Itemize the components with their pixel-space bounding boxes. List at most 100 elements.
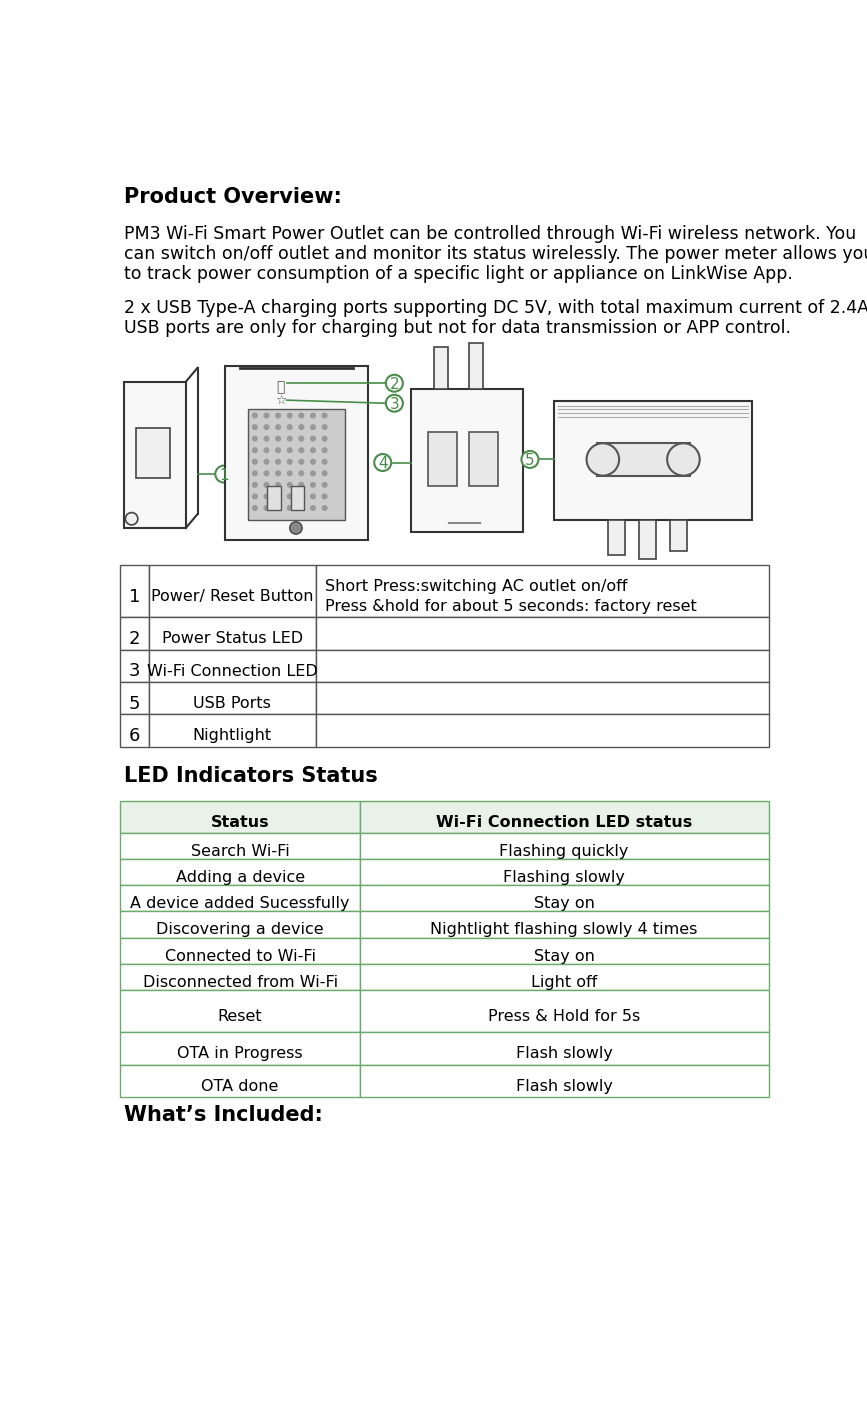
- Text: Disconnected from Wi-Fi: Disconnected from Wi-Fi: [142, 974, 337, 990]
- Circle shape: [264, 506, 269, 510]
- Circle shape: [215, 466, 232, 483]
- Text: 2: 2: [129, 630, 140, 649]
- Bar: [469, 432, 499, 486]
- Bar: [267, 486, 281, 510]
- Circle shape: [310, 425, 316, 429]
- Circle shape: [323, 472, 327, 476]
- Circle shape: [276, 425, 280, 429]
- Circle shape: [252, 459, 257, 464]
- Circle shape: [264, 447, 269, 453]
- Text: 2: 2: [389, 377, 399, 392]
- Text: Flashing quickly: Flashing quickly: [499, 844, 629, 860]
- Circle shape: [276, 459, 280, 464]
- Circle shape: [252, 506, 257, 510]
- Text: Wi-Fi Connection LED status: Wi-Fi Connection LED status: [436, 814, 692, 830]
- Text: OTA in Progress: OTA in Progress: [178, 1046, 303, 1062]
- Circle shape: [287, 436, 292, 440]
- Text: to track power consumption of a specific light or appliance on LinkWise App.: to track power consumption of a specific…: [124, 265, 792, 283]
- Bar: [120, 1065, 361, 1097]
- Circle shape: [252, 494, 257, 498]
- Text: Flash slowly: Flash slowly: [516, 1046, 612, 1062]
- Bar: [316, 683, 769, 714]
- Text: 6: 6: [129, 726, 140, 745]
- Circle shape: [310, 483, 316, 487]
- Bar: [290, 486, 304, 510]
- Text: Short Press:switching AC outlet on/off: Short Press:switching AC outlet on/off: [325, 579, 628, 593]
- Bar: [316, 714, 769, 746]
- Bar: [427, 432, 457, 486]
- Circle shape: [386, 395, 403, 412]
- Circle shape: [276, 472, 280, 476]
- Circle shape: [264, 494, 269, 498]
- Bar: [120, 833, 361, 860]
- Circle shape: [667, 443, 700, 476]
- Circle shape: [310, 459, 316, 464]
- Text: A device added Sucessfully: A device added Sucessfully: [130, 896, 350, 912]
- Bar: [120, 800, 361, 833]
- Circle shape: [290, 523, 302, 534]
- Bar: [411, 389, 523, 532]
- Bar: [149, 714, 316, 746]
- Bar: [361, 860, 769, 885]
- Circle shape: [299, 447, 303, 453]
- Circle shape: [264, 483, 269, 487]
- Circle shape: [310, 494, 316, 498]
- Circle shape: [252, 483, 257, 487]
- Text: 4: 4: [378, 456, 388, 472]
- Bar: [596, 443, 689, 476]
- Bar: [248, 409, 345, 520]
- Text: Power Status LED: Power Status LED: [162, 632, 303, 646]
- Circle shape: [310, 506, 316, 510]
- Text: Reset: Reset: [218, 1008, 263, 1024]
- Text: 3: 3: [129, 663, 140, 680]
- Text: Stay on: Stay on: [533, 949, 595, 964]
- Circle shape: [299, 494, 303, 498]
- Text: Status: Status: [211, 814, 270, 830]
- Circle shape: [252, 436, 257, 440]
- Bar: [120, 565, 149, 617]
- Circle shape: [252, 472, 257, 476]
- Bar: [124, 382, 186, 528]
- Text: LED Indicators Status: LED Indicators Status: [124, 766, 378, 786]
- Bar: [120, 650, 149, 683]
- Circle shape: [252, 413, 257, 418]
- Circle shape: [299, 483, 303, 487]
- Bar: [120, 714, 149, 746]
- Bar: [225, 367, 368, 539]
- Bar: [316, 565, 769, 617]
- Text: ⏻: ⏻: [277, 379, 284, 394]
- Text: Connected to Wi-Fi: Connected to Wi-Fi: [165, 949, 316, 964]
- Text: Flashing slowly: Flashing slowly: [503, 869, 625, 885]
- Circle shape: [287, 425, 292, 429]
- Circle shape: [299, 459, 303, 464]
- Circle shape: [323, 413, 327, 418]
- Bar: [120, 1032, 361, 1065]
- Text: Light off: Light off: [531, 974, 597, 990]
- Circle shape: [323, 447, 327, 453]
- Circle shape: [276, 494, 280, 498]
- Circle shape: [264, 436, 269, 440]
- Bar: [609, 520, 625, 555]
- Circle shape: [264, 472, 269, 476]
- Circle shape: [323, 506, 327, 510]
- Text: 1: 1: [219, 467, 229, 483]
- Circle shape: [386, 375, 403, 392]
- Bar: [149, 565, 316, 617]
- Bar: [120, 617, 149, 650]
- Text: Stay on: Stay on: [533, 896, 595, 912]
- Text: Press &hold for about 5 seconds: factory reset: Press &hold for about 5 seconds: factory…: [325, 599, 697, 613]
- Circle shape: [287, 494, 292, 498]
- Circle shape: [276, 483, 280, 487]
- Bar: [316, 617, 769, 650]
- Bar: [361, 912, 769, 937]
- Circle shape: [276, 436, 280, 440]
- Text: Product Overview:: Product Overview:: [124, 187, 342, 207]
- Bar: [316, 650, 769, 683]
- Bar: [120, 885, 361, 912]
- Circle shape: [299, 436, 303, 440]
- Bar: [361, 937, 769, 964]
- Circle shape: [310, 472, 316, 476]
- Bar: [149, 650, 316, 683]
- Circle shape: [323, 483, 327, 487]
- Text: Flash slowly: Flash slowly: [516, 1079, 612, 1093]
